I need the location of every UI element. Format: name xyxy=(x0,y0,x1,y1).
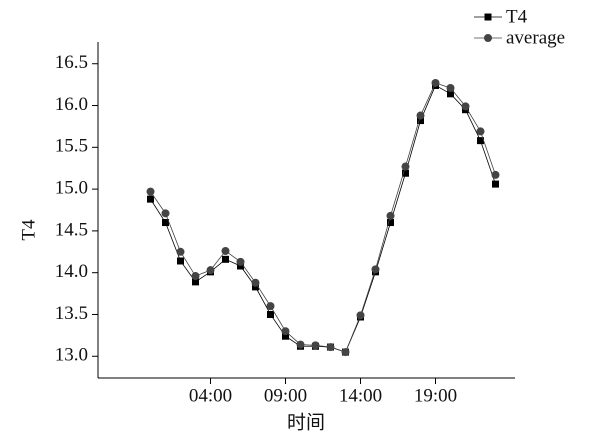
y-tick-label: 15.0 xyxy=(55,177,88,198)
point xyxy=(236,257,245,266)
legend-marker xyxy=(484,34,492,42)
point xyxy=(387,219,394,227)
y-tick-label: 13.0 xyxy=(55,345,88,366)
point xyxy=(492,180,499,188)
point xyxy=(356,311,365,320)
point xyxy=(267,310,274,318)
x-tick-label: 14:00 xyxy=(339,385,382,406)
point xyxy=(446,83,455,92)
point xyxy=(162,219,169,227)
point xyxy=(206,266,215,275)
point xyxy=(252,283,259,291)
point xyxy=(431,78,440,87)
point xyxy=(266,302,275,311)
y-tick-label: 13.5 xyxy=(55,303,88,324)
legend-marker xyxy=(484,13,492,21)
series-line xyxy=(150,84,496,353)
point xyxy=(282,332,289,340)
point xyxy=(416,111,425,120)
x-axis-label: 时间 xyxy=(287,411,325,433)
y-tick-label: 14.5 xyxy=(55,219,88,240)
y-tick-label: 16.0 xyxy=(55,94,88,115)
point xyxy=(221,246,230,255)
point xyxy=(341,348,350,357)
y-tick-label: 15.5 xyxy=(55,136,88,157)
point xyxy=(296,340,305,349)
y-tick-label: 16.5 xyxy=(55,52,88,73)
point xyxy=(222,255,229,263)
point xyxy=(146,187,155,196)
point xyxy=(491,170,500,179)
point xyxy=(461,102,470,111)
point xyxy=(161,209,170,218)
point xyxy=(447,90,454,98)
point xyxy=(401,162,410,171)
point xyxy=(417,117,424,125)
x-tick-label: 04:00 xyxy=(189,385,232,406)
y-tick-label: 14.0 xyxy=(55,261,88,282)
point xyxy=(191,272,200,281)
point xyxy=(311,341,320,350)
point xyxy=(281,327,290,336)
legend-label: average xyxy=(506,27,565,48)
point xyxy=(177,257,184,265)
x-tick-label: 19:00 xyxy=(414,385,457,406)
point xyxy=(176,247,185,256)
point xyxy=(476,127,485,136)
point xyxy=(192,278,199,286)
point xyxy=(237,262,244,270)
point xyxy=(251,278,260,287)
legend-label: T4 xyxy=(506,6,528,27)
point xyxy=(326,343,335,352)
point xyxy=(402,169,409,177)
point xyxy=(371,265,380,274)
point xyxy=(386,211,395,220)
y-axis-label: T4 xyxy=(18,219,39,241)
point xyxy=(477,137,484,145)
x-tick-label: 09:00 xyxy=(264,385,307,406)
series-line xyxy=(150,82,496,353)
point xyxy=(147,195,154,203)
